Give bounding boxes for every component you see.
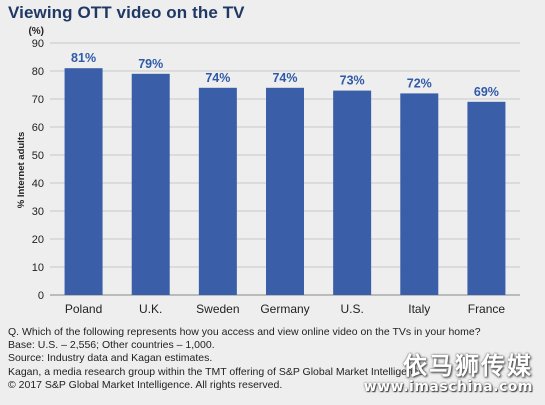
note-question: Q. Which of the following represents how…: [8, 326, 481, 338]
y-axis: 0 10 20 30 40 50 60 70 80 90: [32, 38, 44, 302]
data-labels: 81% 79% 74% 74% 73% 72% 69%: [71, 51, 499, 99]
y-axis-title: % Internet adults: [16, 132, 27, 209]
y-tick-label: 0: [38, 290, 44, 302]
y-tick-label: 30: [32, 206, 44, 218]
category-label: Poland: [65, 302, 102, 316]
bars: [64, 68, 506, 296]
y-tick-label: 80: [32, 66, 44, 78]
watermark-url: www.imaschina.com: [363, 379, 533, 395]
bar-chart: 0 10 20 30 40 50 60 70 80 90 (%) % Internet adult…: [16, 26, 520, 316]
bar-uk: [131, 73, 170, 295]
data-label: 81%: [71, 51, 96, 65]
category-label: U.S.: [340, 302, 363, 316]
bar-poland: [64, 68, 103, 295]
y-tick-label: 20: [32, 234, 44, 246]
category-label: Germany: [260, 302, 309, 316]
data-label: 73%: [340, 74, 365, 88]
y-tick-label: 40: [32, 178, 44, 190]
bar-italy: [400, 93, 439, 296]
note-kagan: Kagan, a media research group within the…: [8, 365, 427, 378]
category-labels: Poland U.K. Sweden Germany U.S. Italy France: [65, 302, 506, 316]
note-copyright: © 2017 S&P Global Market Intelligence. A…: [8, 378, 283, 391]
data-label: 72%: [407, 76, 432, 90]
bar-us: [333, 90, 372, 295]
bar-france: [467, 101, 506, 295]
chart-notes: Q. Which of the following represents how…: [8, 326, 481, 392]
data-label: 69%: [474, 85, 499, 99]
data-label: 79%: [138, 57, 163, 71]
watermark-chinese: 依马狮传媒: [403, 352, 533, 380]
bar-germany: [266, 87, 304, 295]
chart-title: Viewing OTT video on the TV: [8, 3, 245, 22]
y-tick-label: 50: [32, 150, 44, 162]
data-label: 74%: [205, 71, 230, 85]
note-base: Base: U.S. – 2,556; Other countries – 1,…: [8, 339, 215, 352]
y-tick-label: 60: [32, 122, 44, 134]
y-tick-label: 90: [32, 38, 44, 50]
category-label: U.K.: [139, 302, 162, 316]
bar-sweden: [198, 87, 237, 295]
watermark: 依马狮传媒 www.imaschina.com: [364, 346, 533, 395]
note-source: Source: Industry data and Kagan estimate…: [8, 352, 213, 365]
y-tick-label: 70: [32, 94, 44, 106]
y-unit-label: (%): [28, 26, 44, 37]
y-tick-label: 10: [32, 262, 44, 274]
category-label: Sweden: [196, 302, 239, 316]
data-label: 74%: [272, 71, 297, 85]
category-label: Italy: [408, 302, 430, 316]
category-label: France: [468, 302, 506, 316]
